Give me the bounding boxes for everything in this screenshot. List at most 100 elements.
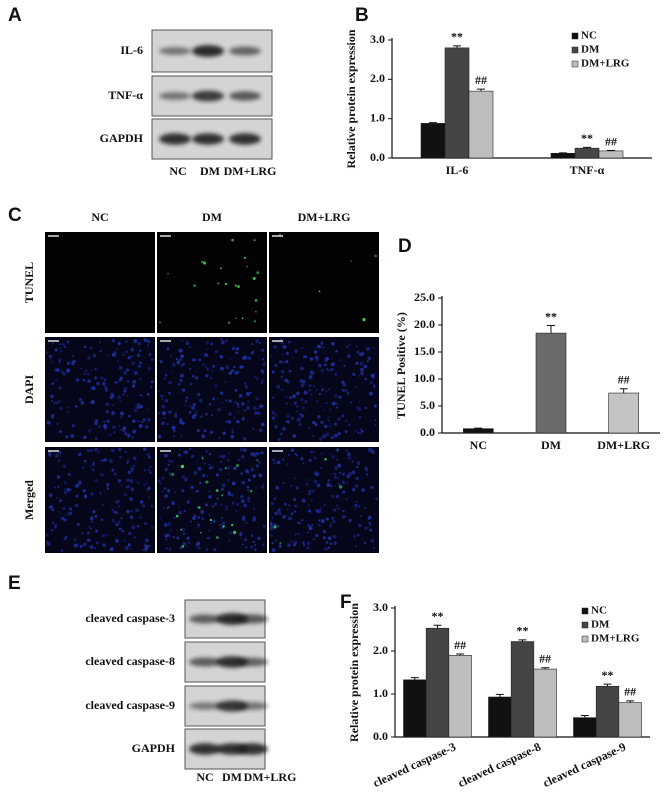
nucleus xyxy=(300,457,304,461)
nucleus xyxy=(312,420,316,425)
significance-label: ## xyxy=(475,73,487,87)
nucleus xyxy=(124,432,128,436)
nucleus xyxy=(165,547,168,550)
lane-label: DM xyxy=(200,164,220,178)
tunel-spot xyxy=(337,449,339,451)
nucleus xyxy=(325,432,330,437)
nucleus xyxy=(306,546,310,550)
significance-label: ** xyxy=(432,609,444,623)
nucleus xyxy=(202,363,205,367)
nucleus xyxy=(161,476,165,480)
nucleus xyxy=(327,388,330,391)
nucleus xyxy=(51,382,55,386)
bar xyxy=(595,685,620,738)
nucleus xyxy=(250,545,254,549)
blot-row-label: cleaved caspase-8 xyxy=(85,654,175,668)
error-bar xyxy=(429,122,437,124)
nucleus xyxy=(195,370,197,372)
legend-swatch xyxy=(571,32,579,40)
nucleus xyxy=(126,394,129,397)
nucleus xyxy=(126,380,130,383)
lane-label: NC xyxy=(169,164,186,178)
nucleus xyxy=(139,394,142,397)
nucleus xyxy=(106,534,109,537)
nucleus xyxy=(62,506,66,511)
nucleus xyxy=(54,453,59,458)
nucleus xyxy=(161,398,164,401)
nucleus xyxy=(101,503,104,507)
tunel-spot xyxy=(209,518,212,522)
nucleus xyxy=(106,484,109,488)
nucleus xyxy=(274,414,278,417)
nucleus xyxy=(59,347,61,349)
nucleus xyxy=(261,543,265,547)
nucleus xyxy=(188,345,192,349)
nucleus xyxy=(260,451,265,455)
bar xyxy=(574,147,600,159)
nucleus xyxy=(84,369,88,373)
nucleus xyxy=(98,341,101,344)
nucleus xyxy=(240,455,245,459)
nucleus xyxy=(337,431,341,436)
nucleus xyxy=(366,526,369,529)
nucleus xyxy=(316,483,321,488)
nucleus xyxy=(322,434,327,439)
nucleus xyxy=(63,345,67,349)
nucleus xyxy=(57,452,60,455)
nucleus xyxy=(325,390,328,393)
blot-band xyxy=(236,743,268,755)
nucleus xyxy=(334,433,338,438)
nucleus xyxy=(318,392,322,396)
nucleus xyxy=(200,415,203,418)
nucleus xyxy=(111,338,116,343)
nucleus xyxy=(230,493,234,497)
nucleus xyxy=(122,393,125,396)
nucleus xyxy=(176,536,180,540)
nucleus xyxy=(334,372,338,376)
legend-swatch xyxy=(571,60,579,68)
nucleus xyxy=(367,521,371,525)
nucleus xyxy=(296,391,300,396)
nucleus xyxy=(178,510,182,515)
nucleus xyxy=(281,370,284,373)
nucleus xyxy=(142,447,147,451)
nucleus xyxy=(147,343,150,346)
significance-label: ** xyxy=(602,668,614,682)
nucleus xyxy=(137,524,140,528)
tunel-spot xyxy=(200,532,202,534)
nucleus xyxy=(180,364,184,367)
nucleus xyxy=(131,436,134,439)
nucleus xyxy=(172,536,175,539)
nucleus xyxy=(294,452,297,456)
tunel-spot xyxy=(235,317,237,320)
nucleus xyxy=(355,476,359,481)
nucleus xyxy=(318,363,322,368)
nucleus xyxy=(298,521,302,525)
column-label: DM xyxy=(202,210,222,224)
nucleus xyxy=(146,452,150,456)
error-bar xyxy=(619,388,628,394)
bar xyxy=(608,392,639,434)
nucleus xyxy=(65,536,68,538)
nucleus xyxy=(296,418,301,422)
nucleus xyxy=(130,467,134,472)
nucleus xyxy=(288,504,291,507)
nucleus xyxy=(366,360,369,363)
nucleus xyxy=(164,533,169,538)
nucleus xyxy=(303,390,308,395)
nucleus xyxy=(277,437,281,442)
nucleus xyxy=(271,541,275,545)
nucleus xyxy=(239,447,244,452)
nucleus xyxy=(315,534,319,537)
nucleus xyxy=(334,422,338,426)
nucleus xyxy=(167,459,171,463)
blot-band xyxy=(229,133,261,145)
nucleus xyxy=(129,478,134,483)
nucleus xyxy=(164,467,168,471)
nucleus xyxy=(111,519,116,523)
nucleus xyxy=(211,397,216,401)
nucleus xyxy=(67,511,71,515)
nucleus xyxy=(100,518,104,521)
nucleus xyxy=(181,388,186,392)
nucleus xyxy=(68,507,73,511)
